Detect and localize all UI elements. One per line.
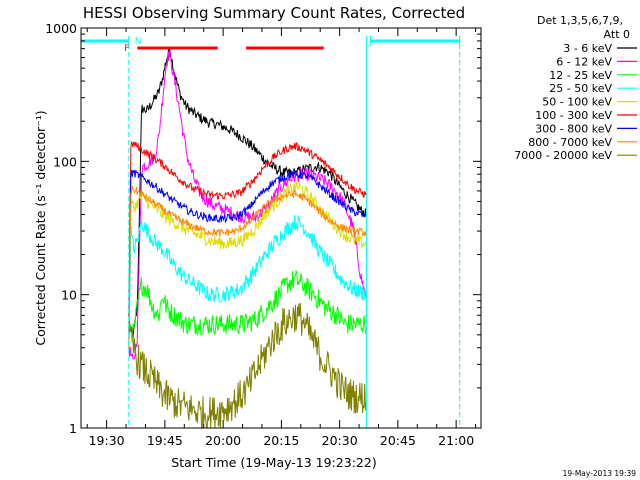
x-tick-label: 20:00 [205, 433, 241, 448]
x-tick-label: 20:45 [380, 433, 416, 448]
boundary-label-1: N [135, 37, 142, 47]
series-line-300-800-kev [128, 169, 367, 339]
plot-area: NF 19:30 19:45 20:00 20:15 20:30 20:45 21:00 1 10… [45, 21, 482, 448]
legend-label: 50 - 100 keV [542, 96, 612, 109]
y-tick-label: 10 [61, 288, 77, 303]
y-axis-label: Corrected Count Rate (s⁻¹ detector⁻¹) [33, 110, 48, 345]
footer-date: 19-May-2013 19:39 [563, 469, 637, 478]
x-tick-label: 20:15 [263, 433, 299, 448]
series-line-12-25-kev [128, 269, 367, 343]
x-tick-label: 19:45 [147, 433, 183, 448]
series-line-100-300-kev [128, 141, 367, 318]
legend-label: 3 - 6 keV [563, 42, 612, 55]
legend-header: Att 0 [604, 28, 630, 41]
x-axis-label: Start Time (19-May-13 19:23:22) [171, 455, 376, 470]
series-line-50-100-kev [128, 180, 367, 349]
chart-title: HESSI Observing Summary Count Rates, Cor… [83, 4, 465, 22]
x-tick-label: 19:30 [89, 433, 125, 448]
series-line-3-6-kev [128, 46, 367, 338]
y-tick-label: 1 [69, 421, 77, 436]
legend-header: Det 1,3,5,6,7,9, [537, 14, 623, 27]
legend-label: 800 - 7000 keV [528, 136, 612, 149]
series-line-6-12-kev [128, 49, 367, 360]
legend-label: 6 - 12 keV [556, 55, 612, 68]
x-tick-label: 21:00 [438, 433, 474, 448]
series-line-25-50-kev [128, 214, 367, 349]
series-line-800-7000-kev [128, 185, 367, 351]
x-tick-label: 20:30 [322, 433, 358, 448]
y-tick-label: 1000 [45, 21, 77, 36]
flag-label: F [124, 44, 129, 54]
legend-label: 12 - 25 keV [549, 69, 612, 82]
series-line-7000-20000-kev [128, 302, 367, 430]
legend-label: 300 - 800 keV [535, 122, 612, 135]
legend-label: 100 - 300 keV [535, 109, 612, 122]
legend-label: 7000 - 20000 keV [514, 149, 612, 162]
legend-label: 25 - 50 keV [549, 82, 612, 95]
y-tick-label: 100 [53, 154, 77, 169]
